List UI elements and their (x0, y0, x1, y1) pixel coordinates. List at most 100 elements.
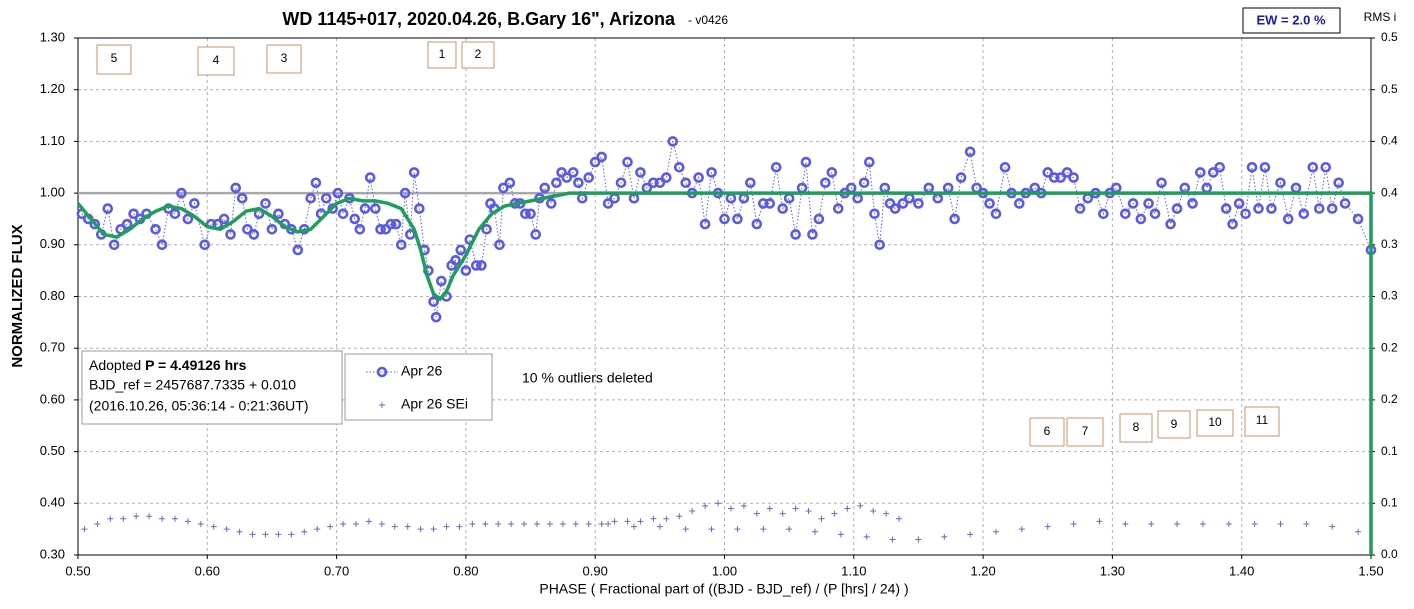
y-tick-label: 0.50 (40, 443, 65, 458)
x-tick-label: 0.60 (195, 563, 220, 578)
point (635, 167, 646, 178)
point (1048, 172, 1060, 183)
point (476, 260, 487, 271)
box-label: 1 (439, 47, 446, 61)
point (273, 208, 284, 220)
point (589, 156, 601, 168)
point (676, 513, 683, 520)
series-line (76, 191, 1373, 555)
point (764, 198, 776, 209)
point (314, 526, 321, 533)
point (1220, 203, 1232, 214)
point (964, 146, 976, 158)
point (561, 172, 573, 183)
point (573, 177, 584, 189)
point (598, 520, 605, 527)
point (430, 526, 437, 533)
x-tick-label: 0.90 (583, 563, 608, 578)
x-tick-label: 0.50 (65, 563, 90, 578)
point (884, 198, 896, 209)
point (455, 244, 467, 256)
point (874, 239, 885, 251)
point (663, 515, 670, 522)
box (197, 46, 235, 76)
point (169, 208, 181, 220)
point (559, 520, 566, 527)
point (395, 239, 407, 251)
x-tick-label: 1.00 (712, 563, 737, 578)
point (482, 520, 489, 527)
point (508, 520, 515, 527)
point (436, 275, 447, 287)
y2-tick-label: 0.4 (1381, 134, 1398, 148)
point (470, 260, 482, 271)
point (1110, 182, 1122, 194)
box-label: 10 (1208, 415, 1222, 429)
point (128, 208, 139, 220)
point (242, 223, 253, 235)
point (546, 520, 553, 527)
y-tick-label: 0.80 (40, 288, 65, 303)
point (1329, 523, 1336, 530)
point (831, 510, 838, 517)
info-period: P = 4.49126 hrs (145, 357, 247, 373)
y2-tick-label: 0.5 (1381, 30, 1398, 44)
point (615, 177, 627, 189)
point (498, 182, 509, 194)
point (583, 172, 595, 183)
point (786, 526, 793, 533)
point (376, 366, 388, 378)
point (1277, 520, 1284, 527)
point (857, 502, 864, 509)
point (199, 239, 211, 251)
point (596, 151, 607, 163)
point (745, 177, 756, 189)
point (1156, 177, 1167, 189)
point (680, 177, 692, 189)
point (102, 203, 114, 214)
point (1179, 182, 1191, 194)
point (605, 520, 612, 527)
point (650, 515, 657, 522)
point (337, 208, 349, 220)
point (858, 177, 870, 189)
box (461, 41, 495, 69)
point (760, 526, 767, 533)
point (689, 508, 696, 515)
point (585, 520, 592, 527)
point (417, 526, 424, 533)
point (504, 177, 516, 189)
point (120, 515, 127, 522)
point (1313, 203, 1325, 214)
point (1199, 520, 1206, 527)
point (682, 526, 689, 533)
point (460, 265, 472, 276)
x-tick-label: 1.30 (1100, 563, 1125, 578)
x-tick-label: 1.20 (970, 563, 995, 578)
point (1070, 520, 1077, 527)
point (385, 218, 397, 230)
point (702, 502, 709, 509)
point (184, 518, 191, 525)
point (1148, 520, 1155, 527)
point (530, 229, 542, 240)
y-axis-label: NORMALIZED FLUX (9, 224, 26, 367)
point (993, 528, 1000, 535)
point (654, 177, 666, 189)
point (236, 192, 248, 204)
point (949, 213, 960, 225)
point (1333, 177, 1344, 189)
box-label: 6 (1044, 424, 1051, 438)
point (999, 161, 1011, 173)
point (327, 523, 334, 530)
point (706, 167, 717, 178)
point (923, 182, 935, 194)
point (904, 192, 915, 204)
point (1096, 518, 1103, 525)
point (1042, 167, 1054, 178)
point (182, 213, 194, 225)
point (414, 203, 425, 214)
note: 10 % outliers deleted (522, 370, 653, 386)
point (310, 177, 322, 189)
point (790, 229, 801, 240)
